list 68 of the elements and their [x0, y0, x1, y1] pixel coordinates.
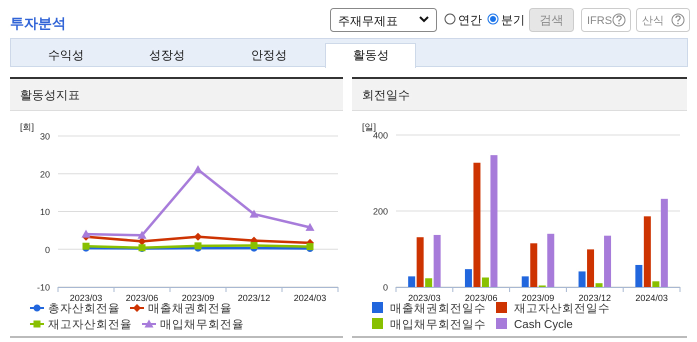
legend-label: 재고자산회전율 — [48, 319, 132, 331]
chart-title: 회전일수 — [362, 88, 410, 102]
y-tick-label: 30 — [40, 132, 50, 142]
bar — [596, 283, 603, 287]
y-tick-label: 20 — [40, 169, 50, 180]
text: 수익성 — [48, 48, 84, 62]
chart-title: 활동성지표 — [20, 88, 80, 102]
text: 주재무제표 — [338, 14, 398, 28]
text: 검색 — [540, 13, 564, 27]
bar — [547, 234, 554, 287]
point — [250, 242, 258, 249]
bar — [578, 271, 586, 287]
x-tick-label: 2023/06 — [126, 293, 158, 303]
point — [194, 232, 202, 241]
x-tick-label: 2023/12 — [578, 293, 612, 303]
bar — [522, 276, 529, 287]
legend-label: 매입채무회전율 — [160, 319, 244, 331]
bar — [587, 249, 594, 287]
text: 활동성 — [353, 48, 389, 62]
x-tick-label: 2023/09 — [522, 293, 554, 303]
bar — [425, 278, 432, 287]
bar — [644, 216, 651, 287]
point — [194, 242, 202, 250]
point — [194, 165, 202, 174]
text: IFRS — [587, 15, 612, 27]
point — [82, 230, 90, 238]
x-tick-label: 2024/03 — [294, 293, 326, 303]
y-axis-title: [일] — [362, 122, 376, 132]
text: 산식 — [642, 15, 664, 27]
legend-label: 총자산회전율 — [48, 302, 120, 315]
y-axis-title: [회] — [20, 122, 34, 132]
bar — [530, 243, 538, 287]
bar — [652, 281, 660, 287]
legend-label: 매입채무회전일수 — [390, 319, 486, 331]
legend-label: 매출채권회전율 — [148, 302, 232, 315]
x-tick-label: 2023/03 — [408, 293, 441, 303]
legend-label: 매출채권회전일수 — [390, 302, 486, 315]
y-tick-label: -10 — [36, 282, 50, 292]
y-tick-label: 0 — [382, 282, 388, 292]
text: 안정성 — [251, 48, 287, 62]
y-tick-label: 200 — [372, 206, 388, 216]
bar — [434, 234, 441, 287]
bar — [660, 198, 668, 287]
y-tick-label: 10 — [40, 207, 50, 217]
x-tick-label: 2023/12 — [238, 293, 270, 303]
y-tick-label: 400 — [372, 130, 388, 140]
legend-label: 재고자산회전일수 — [514, 303, 610, 315]
point — [306, 222, 314, 231]
bar — [408, 276, 416, 287]
bar — [635, 264, 642, 287]
text: 분기 — [501, 13, 525, 27]
y-tick-label: 0 — [44, 244, 50, 255]
bar — [464, 269, 472, 287]
x-tick-label: 2024/03 — [635, 293, 668, 303]
bar — [604, 236, 612, 287]
x-tick-label: 2023/06 — [464, 293, 498, 303]
bar — [490, 155, 498, 287]
text: 연간 — [458, 13, 482, 27]
point — [138, 230, 146, 239]
text: 투자분석 — [10, 15, 66, 31]
x-tick-label: 2023/09 — [182, 293, 214, 303]
bar — [416, 237, 424, 287]
x-tick-label: 2023/03 — [70, 293, 102, 303]
text: 성장성 — [149, 48, 185, 62]
bar — [482, 278, 489, 287]
bar — [473, 162, 480, 287]
point — [250, 210, 258, 218]
legend-label: Cash Cycle — [514, 319, 573, 331]
